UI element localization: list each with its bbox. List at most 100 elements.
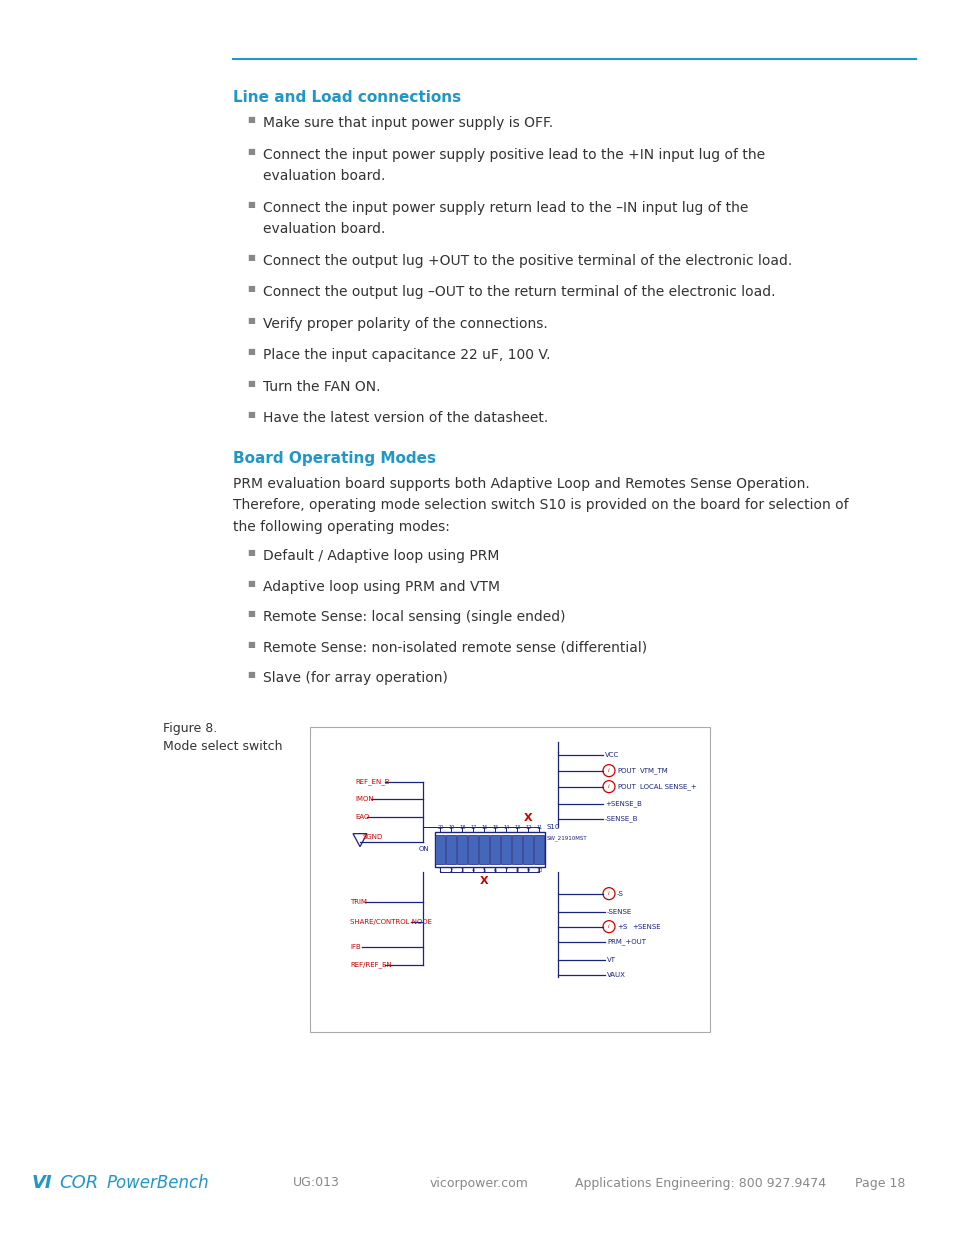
Text: Mode select switch: Mode select switch bbox=[163, 740, 282, 752]
FancyBboxPatch shape bbox=[446, 835, 456, 863]
Text: evaluation board.: evaluation board. bbox=[263, 169, 385, 183]
Text: 15: 15 bbox=[492, 825, 498, 830]
Text: 7: 7 bbox=[504, 868, 508, 873]
Text: Slave (for array operation): Slave (for array operation) bbox=[263, 671, 447, 685]
Text: X: X bbox=[479, 876, 488, 885]
Text: ■: ■ bbox=[247, 147, 254, 156]
Text: 10: 10 bbox=[536, 868, 542, 873]
Text: Turn the FAN ON.: Turn the FAN ON. bbox=[263, 379, 380, 394]
Text: 16: 16 bbox=[481, 825, 487, 830]
Text: 17: 17 bbox=[470, 825, 476, 830]
Text: IMON: IMON bbox=[355, 795, 374, 802]
Text: Remote Sense: non-isolated remote sense (differential): Remote Sense: non-isolated remote sense … bbox=[263, 641, 646, 655]
FancyBboxPatch shape bbox=[512, 835, 522, 863]
FancyBboxPatch shape bbox=[534, 835, 544, 863]
Text: Page 18: Page 18 bbox=[854, 1177, 904, 1189]
Text: ■: ■ bbox=[247, 640, 254, 648]
Text: Figure 8.: Figure 8. bbox=[163, 721, 217, 735]
Text: 18: 18 bbox=[459, 825, 465, 830]
Text: Applications Engineering: 800 927.9474: Applications Engineering: 800 927.9474 bbox=[575, 1177, 825, 1189]
Text: VI: VI bbox=[32, 1174, 52, 1192]
Text: PowerBench: PowerBench bbox=[107, 1174, 210, 1192]
Text: ■: ■ bbox=[247, 410, 254, 419]
Text: ■: ■ bbox=[247, 579, 254, 588]
Text: Have the latest version of the datasheet.: Have the latest version of the datasheet… bbox=[263, 411, 548, 425]
FancyBboxPatch shape bbox=[457, 835, 467, 863]
Text: COR: COR bbox=[59, 1174, 98, 1192]
Text: 6: 6 bbox=[494, 868, 497, 873]
Text: Connect the output lug –OUT to the return terminal of the electronic load.: Connect the output lug –OUT to the retur… bbox=[263, 285, 775, 299]
Text: ■: ■ bbox=[247, 347, 254, 356]
Text: LOCAL SENSE_+: LOCAL SENSE_+ bbox=[639, 783, 696, 790]
Text: vicorpower.com: vicorpower.com bbox=[430, 1177, 528, 1189]
Text: ■: ■ bbox=[247, 379, 254, 388]
FancyBboxPatch shape bbox=[523, 835, 533, 863]
Text: ■: ■ bbox=[247, 115, 254, 125]
Text: Adaptive loop using PRM and VTM: Adaptive loop using PRM and VTM bbox=[263, 579, 499, 594]
FancyBboxPatch shape bbox=[490, 835, 500, 863]
Text: SGND: SGND bbox=[363, 834, 383, 840]
Text: 1: 1 bbox=[438, 868, 441, 873]
Text: S10: S10 bbox=[546, 824, 559, 830]
Text: SHARE/CONTROL NODE: SHARE/CONTROL NODE bbox=[350, 919, 432, 925]
Text: i: i bbox=[608, 892, 609, 897]
Text: UG:013: UG:013 bbox=[293, 1177, 339, 1189]
Text: Default / Adaptive loop using PRM: Default / Adaptive loop using PRM bbox=[263, 550, 498, 563]
Text: ■: ■ bbox=[247, 671, 254, 679]
Text: ■: ■ bbox=[247, 253, 254, 262]
Text: ■: ■ bbox=[247, 284, 254, 293]
Text: i: i bbox=[608, 784, 609, 789]
Text: REF_EN_B: REF_EN_B bbox=[355, 778, 389, 785]
Text: VTM_TM: VTM_TM bbox=[639, 767, 668, 774]
Text: Connect the output lug +OUT to the positive terminal of the electronic load.: Connect the output lug +OUT to the posit… bbox=[263, 253, 791, 268]
Text: POUT: POUT bbox=[617, 784, 636, 789]
FancyBboxPatch shape bbox=[468, 835, 478, 863]
Text: 4: 4 bbox=[472, 868, 475, 873]
Text: 5: 5 bbox=[482, 868, 485, 873]
Text: Place the input capacitance 22 uF, 100 V.: Place the input capacitance 22 uF, 100 V… bbox=[263, 348, 550, 362]
Text: VT: VT bbox=[606, 957, 616, 962]
Text: Verify proper polarity of the connections.: Verify proper polarity of the connection… bbox=[263, 316, 547, 331]
Text: 2: 2 bbox=[450, 868, 453, 873]
Text: PRM_+OUT: PRM_+OUT bbox=[606, 939, 645, 945]
Text: -SENSE: -SENSE bbox=[606, 909, 632, 915]
Text: +S: +S bbox=[617, 924, 626, 930]
Text: Remote Sense: local sensing (single ended): Remote Sense: local sensing (single ende… bbox=[263, 610, 565, 624]
Bar bbox=[310, 726, 709, 1031]
Text: ■: ■ bbox=[247, 316, 254, 325]
Text: the following operating modes:: the following operating modes: bbox=[233, 520, 450, 534]
Text: Connect the input power supply positive lead to the +IN input lug of the: Connect the input power supply positive … bbox=[263, 148, 764, 162]
Text: VAUX: VAUX bbox=[606, 972, 625, 978]
Text: Line and Load connections: Line and Load connections bbox=[233, 90, 460, 105]
Text: -S: -S bbox=[617, 890, 623, 897]
Text: Connect the input power supply return lead to the –IN input lug of the: Connect the input power supply return le… bbox=[263, 200, 747, 215]
Text: 11: 11 bbox=[536, 825, 542, 830]
Text: -SENSE_B: -SENSE_B bbox=[604, 815, 638, 823]
Text: 19: 19 bbox=[448, 825, 454, 830]
Text: 13: 13 bbox=[514, 825, 520, 830]
Text: evaluation board.: evaluation board. bbox=[263, 222, 385, 236]
FancyBboxPatch shape bbox=[435, 835, 445, 863]
Text: VCC: VCC bbox=[604, 752, 618, 757]
Text: Therefore, operating mode selection switch S10 is provided on the board for sele: Therefore, operating mode selection swit… bbox=[233, 498, 848, 513]
Text: 9: 9 bbox=[526, 868, 530, 873]
Text: ■: ■ bbox=[247, 609, 254, 619]
Text: ■: ■ bbox=[247, 548, 254, 557]
Text: SW_21910MST: SW_21910MST bbox=[546, 836, 587, 841]
Text: ON: ON bbox=[418, 846, 429, 852]
FancyBboxPatch shape bbox=[479, 835, 489, 863]
Text: 8: 8 bbox=[516, 868, 518, 873]
Text: Make sure that input power supply is OFF.: Make sure that input power supply is OFF… bbox=[263, 116, 553, 130]
Text: 3: 3 bbox=[460, 868, 463, 873]
Text: +SENSE_B: +SENSE_B bbox=[604, 800, 641, 806]
Text: ■: ■ bbox=[247, 200, 254, 209]
Text: REF/REF_EN: REF/REF_EN bbox=[350, 961, 392, 968]
FancyBboxPatch shape bbox=[501, 835, 511, 863]
Text: IFB: IFB bbox=[350, 944, 360, 950]
Text: i: i bbox=[608, 924, 609, 929]
Text: 12: 12 bbox=[525, 825, 531, 830]
Text: Board Operating Modes: Board Operating Modes bbox=[233, 451, 436, 466]
Text: EAO: EAO bbox=[355, 814, 369, 820]
Text: i: i bbox=[608, 768, 609, 773]
Text: TRIM: TRIM bbox=[350, 899, 367, 905]
